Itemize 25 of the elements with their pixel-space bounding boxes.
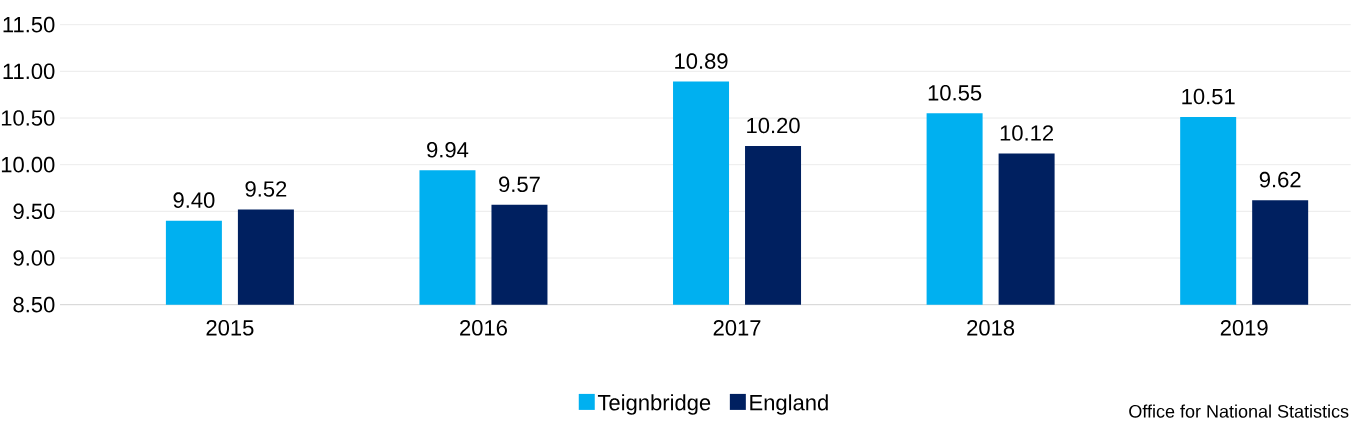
x-tick-label: 2018 — [967, 320, 1015, 336]
text: Office for National Statistics — [1129, 404, 1349, 418]
data-label: 9.57 — [499, 176, 540, 193]
data-label: 9.40 — [173, 192, 215, 208]
data-label: 9.62 — [1259, 171, 1301, 188]
data-label: 10.20 — [747, 117, 800, 134]
y-tick-label: 9.00 — [13, 250, 55, 266]
y-tick-label: 10.00 — [1, 156, 55, 173]
y-tick-label: 8.50 — [13, 296, 55, 313]
x-tick-label: 2019 — [1220, 320, 1268, 336]
y-tick-label: 11.00 — [3, 63, 55, 80]
data-label: 10.51 — [1182, 88, 1235, 105]
legend-label: Teignbridge — [597, 394, 711, 415]
x-tick-label: 2016 — [460, 320, 507, 336]
y-tick-label: 10.50 — [1, 110, 55, 126]
data-label: 9.94 — [427, 141, 469, 158]
y-tick-label: 11.50 — [3, 16, 55, 33]
data-label: 10.12 — [1000, 125, 1054, 141]
legend-label: England — [750, 394, 828, 415]
y-tick-label: 9.50 — [13, 203, 55, 220]
data-label: 10.55 — [928, 85, 982, 101]
data-label: 10.89 — [675, 53, 728, 69]
data-label: 9.52 — [245, 181, 287, 197]
x-tick-label: 2015 — [206, 320, 254, 336]
x-tick-label: 2017 — [713, 320, 761, 336]
